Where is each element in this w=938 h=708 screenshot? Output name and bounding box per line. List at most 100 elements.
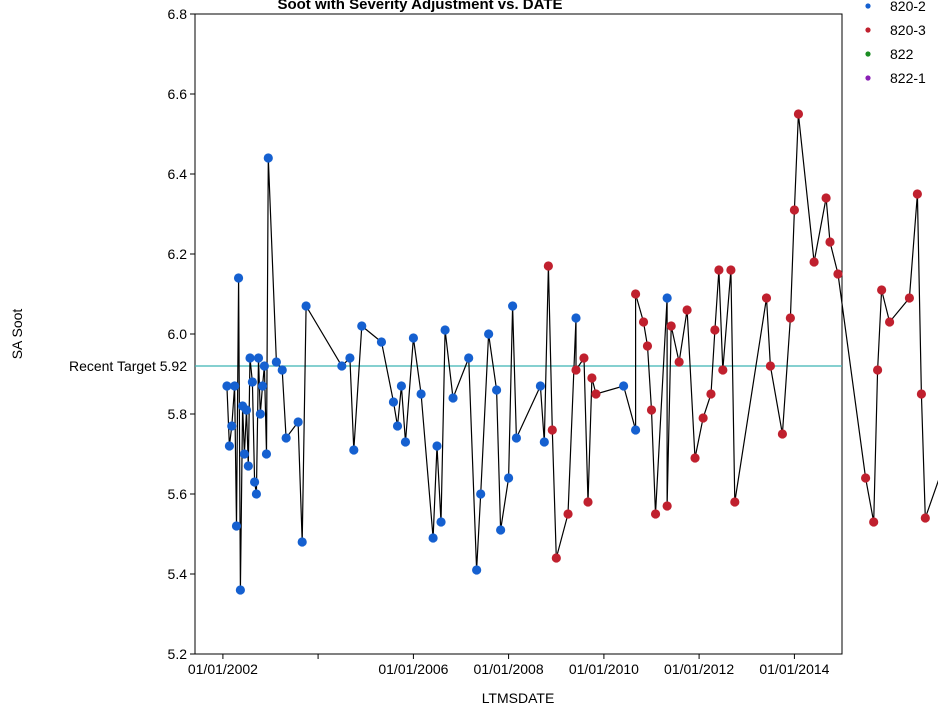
legend-marker <box>865 3 871 9</box>
data-point-820-3 <box>666 321 676 331</box>
data-point-820-3 <box>714 265 724 275</box>
data-point-820-3 <box>904 293 915 303</box>
legend-label: 822 <box>890 46 914 62</box>
data-point-820-2 <box>233 273 244 283</box>
data-point-820-3 <box>761 293 772 303</box>
y-tick-label: 5.8 <box>168 406 188 422</box>
data-point-820-2 <box>259 361 269 371</box>
data-point-820-3 <box>547 425 557 435</box>
data-point-820-3 <box>861 473 871 483</box>
data-point-820-2 <box>376 337 387 347</box>
data-point-820-2 <box>396 381 407 391</box>
chart-title: Soot with Severity Adjustment vs. DATE <box>277 0 562 13</box>
data-point-820-3 <box>690 453 700 463</box>
data-point-820-2 <box>222 381 232 391</box>
data-point-820-2 <box>535 381 546 391</box>
data-point-820-2 <box>247 377 257 387</box>
x-tick-label: 01/01/2002 <box>188 661 258 677</box>
data-point-820-3 <box>825 237 835 247</box>
data-point-820-3 <box>591 389 601 399</box>
data-point-820-2 <box>349 445 359 455</box>
data-point-820-2 <box>464 353 474 363</box>
data-point-820-2 <box>484 329 494 339</box>
data-point-820-2 <box>277 365 287 375</box>
data-point-820-2 <box>235 585 245 595</box>
x-axis: 01/01/2002 01/01/2006 01/01/2008 01/01/2010… <box>188 654 830 677</box>
data-point-820-2 <box>618 381 629 391</box>
legend-label: 820-2 <box>890 0 926 14</box>
data-point-820-3 <box>920 513 930 523</box>
data-point-820-2 <box>436 517 446 527</box>
data-point-820-2 <box>400 437 411 447</box>
data-point-820-2 <box>293 417 303 427</box>
data-point-820-2 <box>297 537 307 547</box>
data-point-820-2 <box>255 409 265 419</box>
x-tick-label: 01/01/2008 <box>474 661 544 677</box>
data-point-820-3 <box>642 341 653 351</box>
data-point-820-3 <box>587 373 597 383</box>
data-point-820-2 <box>491 385 502 395</box>
data-point-820-2 <box>408 333 419 343</box>
data-point-820-2 <box>243 461 253 471</box>
data-point-820-2 <box>281 433 291 443</box>
y-tick-label: 5.6 <box>168 486 188 502</box>
legend-marker <box>865 27 871 33</box>
data-point-820-2 <box>539 437 549 447</box>
data-point-820-2 <box>337 361 347 371</box>
data-point-820-3 <box>646 405 657 415</box>
data-point-820-2 <box>245 353 255 363</box>
data-point-820-2 <box>662 293 672 303</box>
y-tick-label: 5.2 <box>168 646 188 662</box>
y-tick-label: 6.8 <box>168 6 188 22</box>
data-point-820-3 <box>912 189 922 199</box>
y-axis: 5.2 5.4 5.6 5.8 6.0 6.2 6.4 6.6 6.8 <box>168 6 195 662</box>
data-point-820-2 <box>472 565 482 575</box>
x-tick-label: 01/01/2014 <box>759 661 829 677</box>
data-point-820-3 <box>551 553 561 563</box>
x-axis-label: LTMSDATE <box>482 690 555 706</box>
data-point-820-3 <box>793 109 804 119</box>
data-point-820-3 <box>833 269 843 279</box>
data-point-820-2 <box>571 313 581 323</box>
data-point-820-2 <box>357 321 367 331</box>
data-point-820-2 <box>261 449 272 459</box>
series-lines <box>226 113 938 591</box>
data-point-820-3 <box>785 313 795 323</box>
data-point-820-2 <box>241 405 252 415</box>
data-point-820-3 <box>777 429 788 439</box>
data-point-820-2 <box>263 153 273 163</box>
data-point-820-2 <box>301 301 311 311</box>
data-point-820-2 <box>388 397 399 407</box>
data-point-820-3 <box>571 365 581 375</box>
data-point-820-2 <box>476 489 486 499</box>
data-point-820-3 <box>877 285 887 295</box>
plot-frame <box>194 13 843 655</box>
data-point-820-2 <box>227 421 237 431</box>
data-point-820-2 <box>630 425 641 435</box>
data-point-820-3 <box>706 389 716 399</box>
data-point-820-3 <box>543 261 553 271</box>
legend-label: 822-1 <box>890 70 926 86</box>
y-axis-label: SA Soot <box>9 309 25 360</box>
x-tick-label: 01/01/2012 <box>664 661 734 677</box>
data-point-820-2 <box>428 533 438 543</box>
data-point-820-2 <box>231 521 242 531</box>
data-point-820-3 <box>718 365 728 375</box>
legend-marker <box>865 75 871 81</box>
series-points <box>222 109 930 595</box>
data-point-820-2 <box>496 525 506 535</box>
data-point-820-3 <box>638 317 649 327</box>
data-point-820-3 <box>821 193 831 203</box>
data-point-820-2 <box>230 381 240 391</box>
data-point-820-2 <box>440 325 450 335</box>
data-point-820-3 <box>869 517 879 527</box>
x-tick-label: 01/01/2010 <box>569 661 639 677</box>
data-point-820-2 <box>508 301 518 311</box>
data-point-820-2 <box>271 357 281 367</box>
y-tick-label: 6.0 <box>168 326 188 342</box>
data-point-820-3 <box>650 509 661 519</box>
data-point-820-3 <box>726 265 736 275</box>
data-point-820-2 <box>392 421 403 431</box>
data-point-820-3 <box>698 413 708 423</box>
